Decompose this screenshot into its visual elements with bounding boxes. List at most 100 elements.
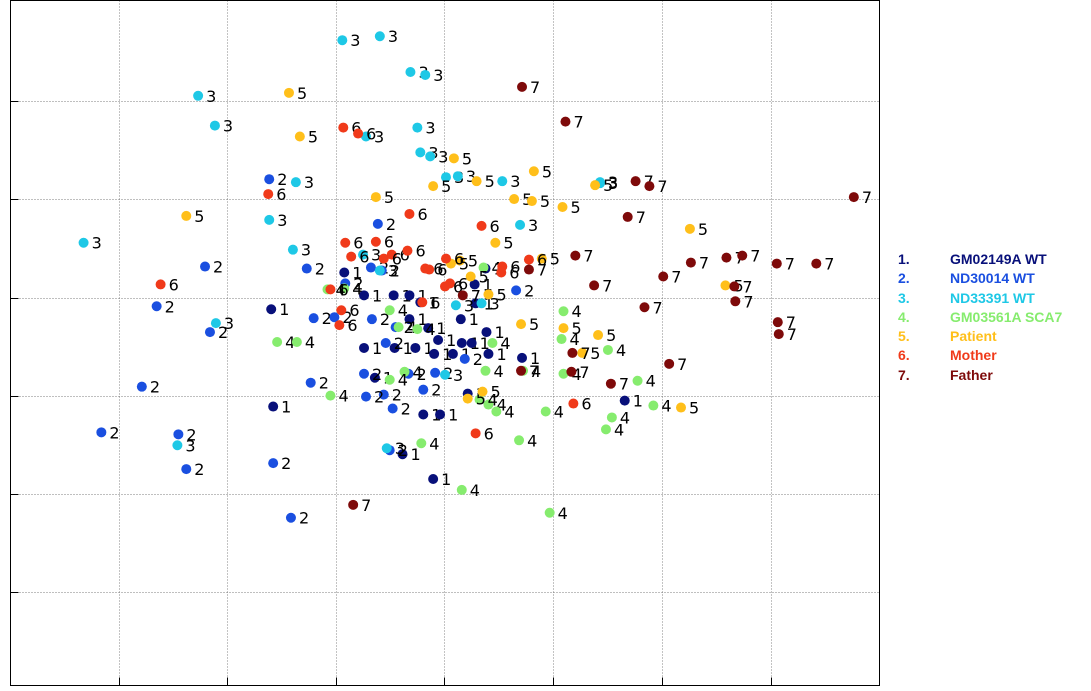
data-label: 5 <box>491 383 501 402</box>
data-label: 1 <box>480 334 490 353</box>
data-point <box>544 507 555 518</box>
data-label: 1 <box>281 398 291 417</box>
data-label: 4 <box>572 302 582 321</box>
data-label: 2 <box>401 400 411 419</box>
data-label: 2 <box>390 262 400 281</box>
data-label: 1 <box>417 310 427 329</box>
data-point <box>558 306 569 317</box>
data-label: 4 <box>646 372 656 391</box>
data-point <box>96 427 107 438</box>
data-point <box>511 285 522 296</box>
data-label: 7 <box>619 375 629 394</box>
data-point <box>658 271 669 282</box>
data-label: 3 <box>304 173 314 192</box>
data-label: 2 <box>404 318 414 337</box>
data-label: 2 <box>386 215 396 234</box>
data-label: 4 <box>398 371 408 390</box>
data-point <box>285 512 296 523</box>
data-label: 4 <box>407 318 417 337</box>
data-label: 3 <box>453 366 463 385</box>
data-point <box>558 368 569 379</box>
data-label: 2 <box>473 350 483 369</box>
data-label: 4 <box>285 333 295 352</box>
data-point <box>606 412 617 423</box>
data-point <box>556 334 567 345</box>
data-point <box>290 177 301 188</box>
data-point <box>397 449 408 460</box>
data-point <box>447 348 458 359</box>
data-points: 1111111111111111111111111111111222222222… <box>78 27 872 528</box>
data-point <box>268 458 279 469</box>
data-point <box>291 337 302 348</box>
data-label: 7 <box>583 247 593 266</box>
data-point <box>483 399 494 410</box>
data-label: 5 <box>384 188 394 207</box>
data-label: 3 <box>608 174 618 193</box>
data-point <box>412 122 423 133</box>
data-label: 4 <box>496 396 506 415</box>
data-point <box>440 253 451 264</box>
data-point <box>402 245 413 256</box>
data-label: 7 <box>742 277 752 296</box>
data-point <box>515 219 526 230</box>
data-point <box>339 267 350 278</box>
legend-label: Patient <box>950 328 997 345</box>
data-point <box>410 342 421 353</box>
data-point <box>480 365 491 376</box>
data-point <box>448 153 459 164</box>
data-point <box>456 484 467 495</box>
data-label: 7 <box>579 363 589 382</box>
data-label: 6 <box>458 274 468 293</box>
data-label: 5 <box>462 149 472 168</box>
data-label: 6 <box>510 258 520 277</box>
data-point <box>287 244 298 255</box>
data-point <box>523 264 534 275</box>
data-label: 7 <box>787 325 797 344</box>
data-point <box>568 398 579 409</box>
data-point <box>361 131 371 142</box>
data-label: 5 <box>476 390 486 409</box>
data-point <box>424 264 435 275</box>
data-point <box>560 116 571 127</box>
data-label: 4 <box>531 362 541 381</box>
data-label: 6 <box>276 185 286 204</box>
data-point <box>404 290 415 301</box>
data-label: 1 <box>372 339 382 358</box>
data-label: 5 <box>590 344 600 363</box>
data-label: 1 <box>448 405 458 424</box>
data-point <box>459 353 470 364</box>
data-label: 6 <box>349 301 359 320</box>
data-point <box>339 283 350 294</box>
data-point <box>264 214 275 225</box>
data-label: 6 <box>353 234 363 253</box>
data-point <box>514 435 525 446</box>
data-label: 1 <box>469 310 479 329</box>
data-label: 6 <box>537 251 547 270</box>
data-label: 6 <box>581 395 591 414</box>
data-label: 6 <box>454 250 464 269</box>
data-label: 2 <box>394 334 404 353</box>
data-point <box>404 314 415 325</box>
legend-number: 2. <box>898 270 910 287</box>
data-point <box>338 122 349 133</box>
data-point <box>523 254 534 265</box>
data-label: 3 <box>301 241 311 260</box>
data-label: 6 <box>359 248 369 267</box>
data-label: 7 <box>743 292 753 311</box>
data-label: 2 <box>194 460 204 479</box>
data-point <box>772 317 783 328</box>
data-label: 3 <box>224 314 234 333</box>
data-point <box>476 220 487 231</box>
data-point <box>204 327 215 338</box>
data-label: 4 <box>572 365 582 384</box>
data-point <box>773 329 784 340</box>
data-point <box>648 400 659 411</box>
data-point <box>283 87 294 98</box>
data-point <box>301 263 312 274</box>
legend-number: 3. <box>898 289 910 306</box>
data-label: 3 <box>528 216 538 235</box>
data-label: 4 <box>398 301 408 320</box>
data-point <box>528 166 539 177</box>
data-point <box>337 35 348 46</box>
data-label: 2 <box>299 509 309 528</box>
